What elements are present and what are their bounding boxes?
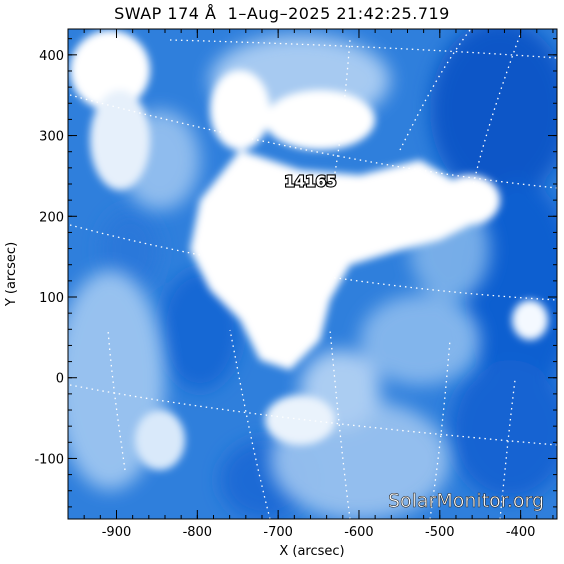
active-region-label: 14165 [284,172,336,190]
y-tick-label: 200 [39,210,64,225]
y-tick-label: -100 [34,452,64,467]
y-axis-title: Y (arcsec) [4,242,19,307]
euv-image [68,29,557,519]
x-tick-label: -900 [102,525,132,540]
y-axis-ticks: -100 0 100 200 300 400 [34,38,557,508]
y-tick-label: 400 [39,49,64,64]
x-tick-label: -400 [506,525,536,540]
y-tick-label: 300 [39,130,64,145]
x-axis-title: X (arcsec) [279,544,344,559]
y-tick-label: 100 [39,291,64,306]
plot-border [67,28,558,520]
x-tick-label: -500 [425,525,455,540]
plot-title: SWAP 174 Å 1–Aug–2025 21:42:25.719 [114,4,450,23]
x-axis-ticks: -900 -800 -700 -600 -500 -400 [67,29,554,540]
watermark: SolarMonitor.org [388,490,544,512]
x-tick-label: -700 [263,525,293,540]
x-tick-label: -600 [344,525,374,540]
x-tick-label: -800 [183,525,213,540]
y-tick-label: 0 [56,372,64,387]
coordinate-grid [69,29,557,519]
